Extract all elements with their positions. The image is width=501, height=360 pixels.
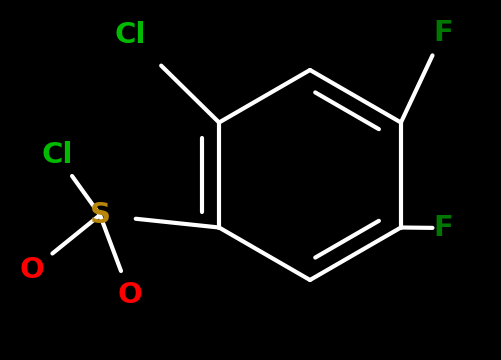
- Text: O: O: [20, 256, 45, 284]
- Text: Cl: Cl: [114, 21, 146, 49]
- Text: S: S: [90, 201, 111, 229]
- Text: Cl: Cl: [41, 141, 73, 169]
- Text: F: F: [433, 19, 453, 47]
- Text: O: O: [118, 281, 142, 309]
- Text: F: F: [433, 214, 453, 242]
